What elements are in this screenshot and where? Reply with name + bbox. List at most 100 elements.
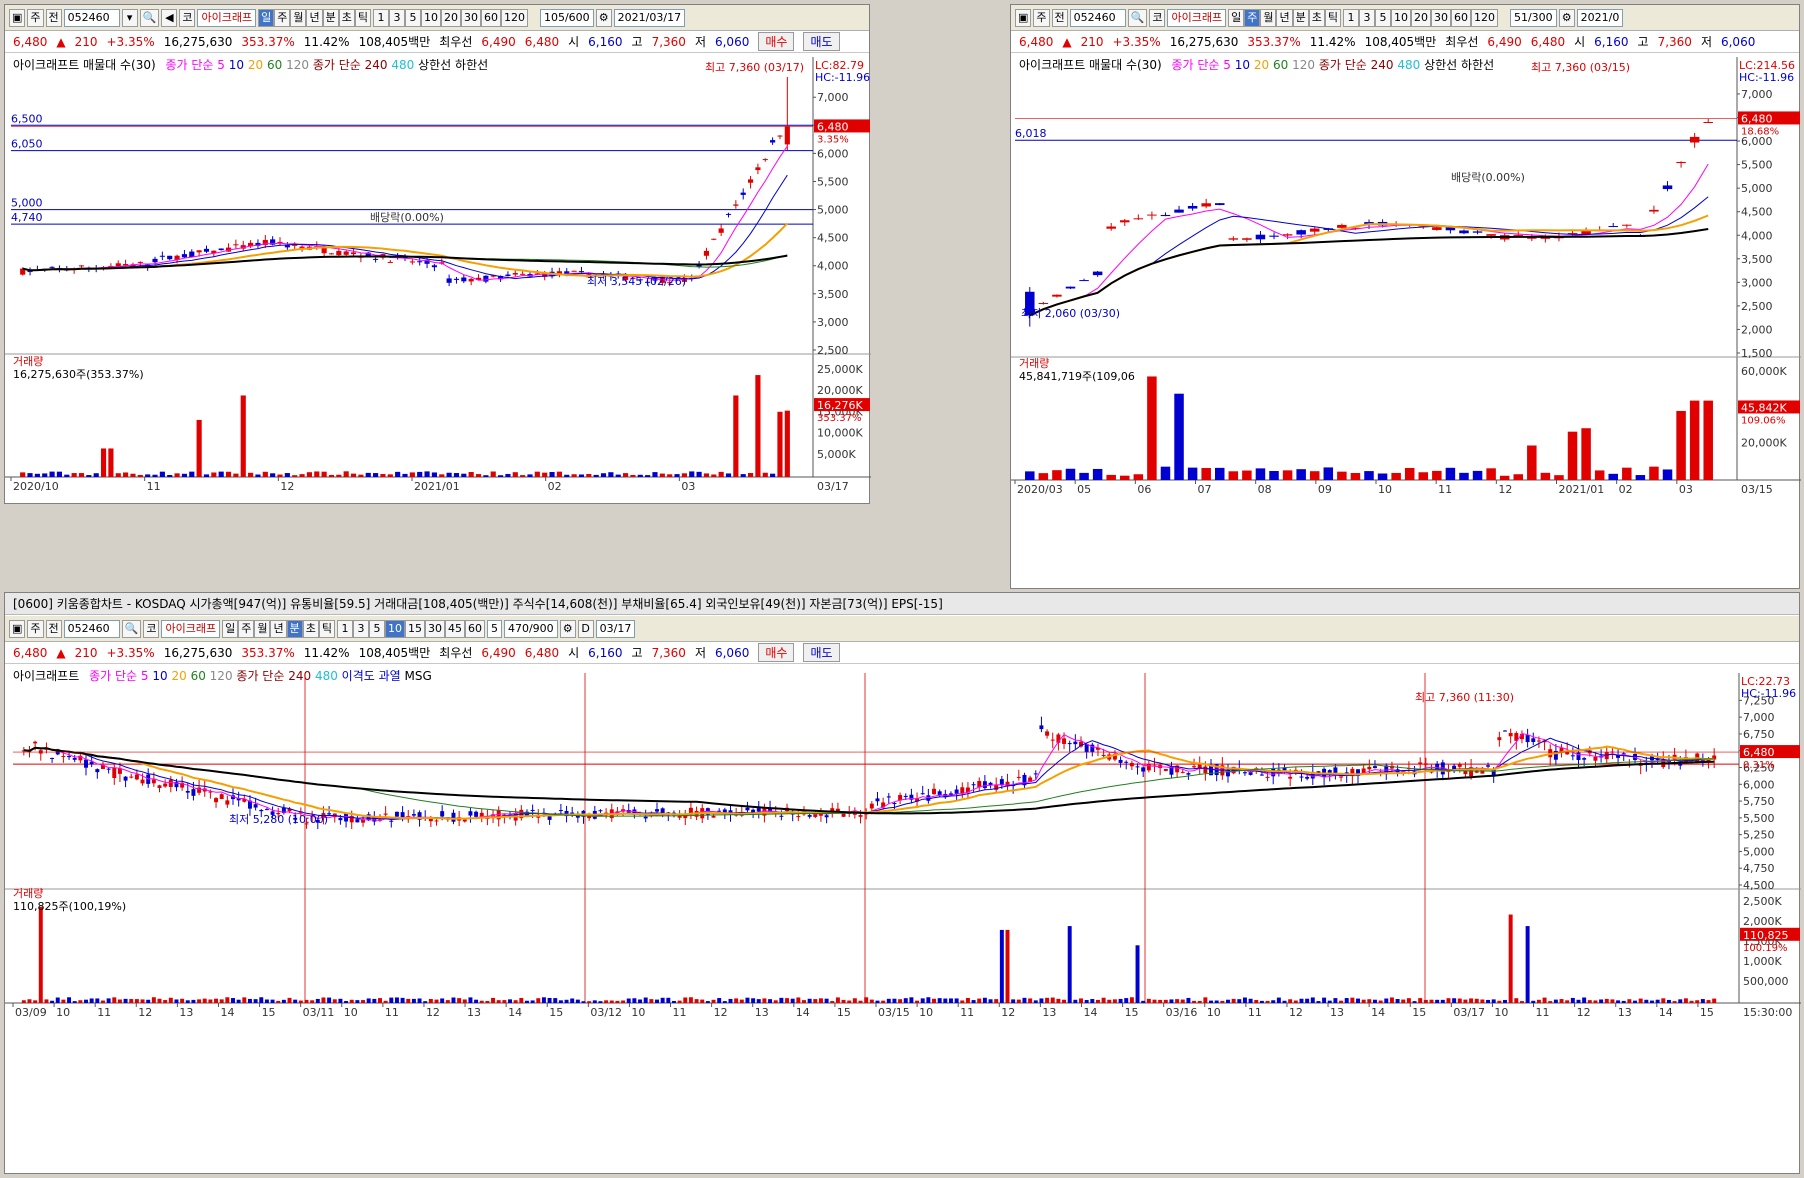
volume-bar [1649,466,1659,480]
period-tab-1[interactable]: 주 [238,619,255,638]
period-btn-1[interactable]: 3 [388,8,405,27]
buy-button[interactable]: 매수 [758,643,795,662]
period-btn-1[interactable]: 3 [1358,8,1375,27]
volume-bar [349,999,354,1003]
period-btn-3[interactable]: 10 [420,8,441,27]
period-tab-4[interactable]: 분 [1292,8,1309,27]
period-tab-0[interactable]: 일 [222,619,239,638]
volume-bar [304,999,309,1003]
period-btn-2[interactable]: 5 [404,8,421,27]
period-tab-3[interactable]: 년 [306,8,323,27]
search-icon[interactable]: 🔍 [139,8,160,27]
volume-bar [1237,999,1242,1003]
period-tab-6[interactable]: 틱 [318,619,335,638]
period-tab-5[interactable]: 초 [1308,8,1325,27]
period-tab-5[interactable]: 초 [338,8,355,27]
period-btn-5[interactable]: 30 [460,8,481,27]
period-tab-4[interactable]: 분 [286,619,303,638]
minute-chart-svg[interactable]: 7,2507,0006,7506,5006,2506,0005,7505,500… [5,593,1801,1175]
period-tab-0[interactable]: 일 [258,8,275,27]
daily-chart-svg[interactable]: 7,000 6,500 6,000 5,500 5,000 4,500 4,000 3,500… [5,5,871,505]
count-input[interactable]: 51/300 [1509,8,1557,27]
buy-button[interactable]: 매수 [758,32,795,51]
interval-input[interactable]: 5 [486,619,502,638]
period-btn-6[interactable]: 45 [444,619,465,638]
d-button[interactable]: D [577,619,594,638]
candle-body [1356,769,1360,776]
period-tab-2[interactable]: 월 [1260,8,1277,27]
period-btn-4[interactable]: 15 [404,619,425,638]
volume-bar [1214,467,1225,480]
period-btn-5[interactable]: 30 [1430,8,1451,27]
period-btn-0[interactable]: 1 [336,619,353,638]
volume-bar [512,472,518,477]
period-tab-6[interactable]: 틱 [354,8,371,27]
count-input[interactable]: 470/900 [503,619,558,638]
ma240: 종가 단순 240 [1318,58,1394,72]
period-tab-3[interactable]: 년 [270,619,287,638]
stock-code-input[interactable]: 052460 [1069,8,1126,27]
stock-code-input[interactable]: 052460 [63,619,120,638]
period-btn-7[interactable]: 60 [464,619,485,638]
count-input[interactable]: 105/600 [539,8,594,27]
market-select[interactable]: 주 [1033,8,1050,27]
market-select[interactable]: 주 [27,619,44,638]
date-input[interactable]: 2021/0 [1576,8,1624,27]
volume-bar [255,474,261,477]
period-tab-2[interactable]: 월 [290,8,307,27]
change-pct-label: 0.31% [1743,760,1775,771]
sell-button[interactable]: 매도 [803,32,840,51]
search-icon[interactable]: 🔍 [1127,8,1148,27]
settings-icon[interactable]: ⚙ [1558,8,1575,27]
period-btn-2[interactable]: 5 [368,619,385,638]
period-btn-3[interactable]: 10 [1390,8,1411,27]
period-btn-6[interactable]: 60 [480,8,501,27]
candle-body [1519,733,1524,740]
period-tab-6[interactable]: 틱 [1324,8,1341,27]
stock-code-input[interactable]: 052460 [63,8,120,27]
market-select[interactable]: 주 [27,8,44,27]
date-input[interactable]: 2021/03/17 [613,8,686,27]
bid-price: 6,480 [524,34,560,49]
date-input[interactable]: 03/17 [595,619,636,638]
dropdown-icon[interactable]: ▾ [121,8,138,27]
period-btn-0[interactable]: 1 [372,8,389,27]
period-tab-1[interactable]: 주 [274,8,291,27]
all-button[interactable]: 전 [1051,8,1068,27]
period-btn-0[interactable]: 1 [1342,8,1359,27]
period-tab-3[interactable]: 년 [1276,8,1293,27]
all-button[interactable]: 전 [45,8,62,27]
volume-bar [115,473,121,477]
search-icon[interactable]: 🔍 [121,619,142,638]
volume-bar [920,998,925,1003]
volume-bar [542,472,548,477]
period-tab-2[interactable]: 월 [254,619,271,638]
period-tab-4[interactable]: 분 [322,8,339,27]
candle-body [1305,776,1310,779]
period-btn-5[interactable]: 30 [424,619,445,638]
weekly-chart-svg[interactable]: 7,0006,5006,0005,5005,0004,5004,0003,500… [1011,5,1801,590]
period-btn-4[interactable]: 20 [440,8,461,27]
all-button[interactable]: 전 [45,619,62,638]
period-btn-1[interactable]: 3 [352,619,369,638]
period-btn-7[interactable]: 120 [500,8,528,27]
candle-body [722,809,727,814]
period-tab-1[interactable]: 주 [1244,8,1261,27]
period-btn-2[interactable]: 5 [1374,8,1391,27]
period-btn-4[interactable]: 20 [1410,8,1431,27]
period-tab-0[interactable]: 일 [1228,8,1245,27]
sell-button[interactable]: 매도 [803,643,840,662]
sound-icon[interactable]: ◀ [161,8,178,27]
window-icon[interactable]: ▣ [9,8,26,27]
volume-bar [344,1000,349,1003]
period-btn-3[interactable]: 10 [384,619,405,638]
settings-icon[interactable]: ⚙ [559,619,576,638]
period-btn-7[interactable]: 120 [1470,8,1498,27]
window-icon[interactable]: ▣ [1015,8,1032,27]
period-btn-6[interactable]: 60 [1450,8,1471,27]
volume-bar [1531,1000,1536,1003]
volume-bar [1678,999,1683,1003]
period-tab-5[interactable]: 초 [302,619,319,638]
window-icon[interactable]: ▣ [9,619,26,638]
settings-icon[interactable]: ⚙ [595,8,612,27]
